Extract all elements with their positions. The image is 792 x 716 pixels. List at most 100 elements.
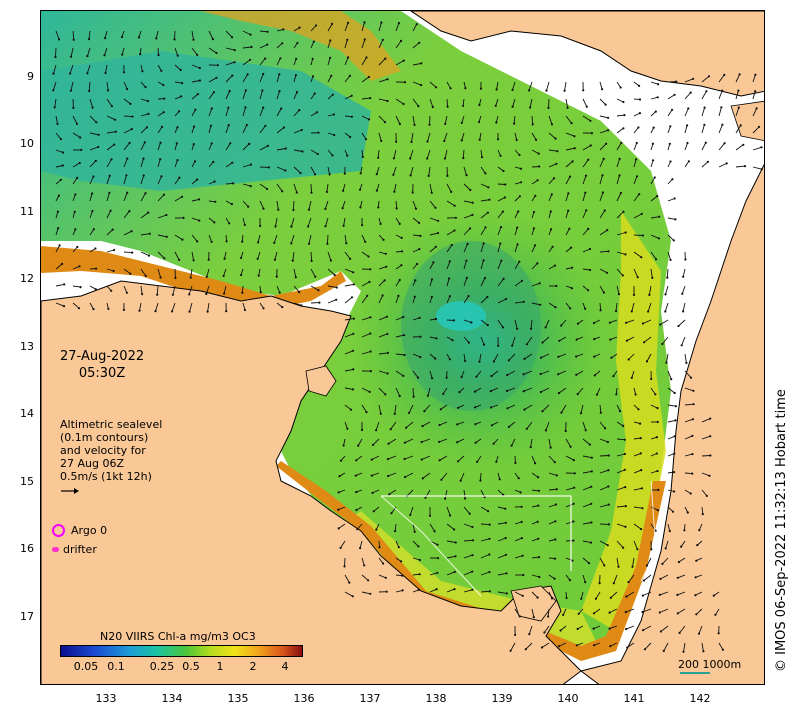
- velocity-arrow-head: [570, 287, 574, 290]
- velocity-arrow: [55, 245, 60, 253]
- velocity-arrow: [395, 279, 401, 287]
- velocity-arrow-head: [573, 486, 576, 489]
- velocity-arrow-head: [403, 81, 407, 84]
- velocity-arrow-head: [413, 295, 416, 298]
- velocity-arrow-head: [57, 194, 60, 197]
- drifter-icon: [52, 547, 59, 552]
- legend-argo: Argo 0: [52, 524, 107, 537]
- velocity-arrow: [495, 115, 499, 123]
- velocity-arrow: [565, 302, 571, 309]
- velocity-arrow-head: [61, 164, 64, 167]
- velocity-arrow-head: [444, 122, 447, 125]
- velocity-arrow: [565, 521, 574, 525]
- velocity-arrow: [371, 455, 380, 461]
- velocity-arrow: [664, 302, 669, 312]
- velocity-arrow: [610, 642, 618, 647]
- velocity-arrow-head: [410, 140, 413, 143]
- velocity-arrow: [344, 115, 352, 118]
- velocity-arrow-head: [495, 88, 498, 91]
- velocity-arrow: [662, 336, 669, 345]
- velocity-arrow: [191, 179, 198, 185]
- north-orange: [201, 11, 401, 81]
- velocity-arrow: [701, 455, 711, 457]
- velocity-arrow: [344, 368, 354, 372]
- velocity-arrow: [616, 404, 621, 412]
- velocity-arrow-head: [537, 504, 540, 507]
- velocity-arrow: [463, 554, 473, 559]
- velocity-arrow-head: [142, 174, 145, 177]
- velocity-arrow: [276, 127, 285, 134]
- velocity-arrow-head: [198, 79, 201, 82]
- velocity-arrow: [310, 268, 316, 277]
- velocity-arrow-head: [378, 546, 381, 549]
- velocity-arrow-head: [387, 442, 390, 445]
- velocity-arrow-head: [457, 406, 460, 409]
- velocity-arrow-head: [554, 503, 558, 506]
- velocity-arrow: [625, 625, 635, 630]
- velocity-arrow-head: [522, 390, 525, 393]
- velocity-arrow-head: [626, 646, 629, 649]
- velocity-arrow-head: [507, 359, 510, 362]
- velocity-arrow: [242, 46, 252, 49]
- velocity-arrow-head: [404, 475, 407, 479]
- velocity-arrow: [88, 30, 91, 40]
- velocity-arrow: [548, 455, 556, 463]
- velocity-arrow-head: [558, 339, 561, 342]
- velocity-arrow-head: [86, 72, 89, 75]
- velocity-arrow: [701, 506, 704, 515]
- velocity-arrow: [599, 504, 609, 508]
- velocity-arrow: [701, 107, 706, 117]
- velocity-arrow: [480, 506, 489, 512]
- velocity-arrow-head: [63, 283, 66, 286]
- velocity-arrow-head: [653, 176, 656, 179]
- velocity-arrow-head: [390, 512, 393, 515]
- velocity-arrow: [480, 319, 489, 326]
- velocity-arrow: [259, 30, 268, 33]
- velocity-arrow: [326, 234, 329, 244]
- velocity-arrow-head: [460, 121, 463, 124]
- velocity-arrow-head: [705, 494, 708, 497]
- velocity-arrow-head: [473, 390, 477, 393]
- velocity-arrow-head: [656, 509, 660, 512]
- velocity-arrow: [599, 469, 609, 474]
- velocity-arrow-head: [159, 158, 162, 161]
- velocity-arrow: [463, 214, 473, 219]
- velocity-arrow: [718, 74, 725, 83]
- velocity-arrow-head: [171, 293, 174, 296]
- velocity-arrow-head: [352, 283, 355, 286]
- velocity-arrow-head: [460, 375, 463, 379]
- velocity-arrow-head: [315, 111, 319, 114]
- velocity-arrow: [412, 353, 421, 358]
- velocity-arrow-head: [692, 389, 695, 392]
- velocity-arrow: [718, 162, 727, 168]
- velocity-arrow-head: [342, 189, 345, 192]
- altimetry-line-5: 0.5m/s (1kt 12h): [60, 470, 152, 483]
- velocity-arrow-head: [369, 97, 372, 100]
- map-frame[interactable]: [40, 10, 765, 685]
- velocity-arrow-head: [350, 94, 353, 97]
- velocity-arrow: [665, 285, 669, 295]
- velocity-arrow: [511, 438, 516, 446]
- velocity-arrow-head: [588, 443, 592, 446]
- velocity-arrow: [242, 90, 247, 100]
- velocity-arrow-head: [482, 242, 485, 245]
- velocity-arrow-head: [668, 530, 671, 533]
- velocity-arrow-head: [617, 293, 621, 296]
- velocity-arrow-head: [707, 75, 711, 78]
- velocity-arrow: [106, 249, 115, 253]
- velocity-arrow-head: [445, 376, 448, 379]
- velocity-arrow: [599, 285, 605, 293]
- velocity-arrow-head: [182, 216, 185, 219]
- velocity-arrow: [662, 557, 669, 565]
- velocity-arrow-head: [290, 225, 293, 228]
- velocity-arrow: [361, 316, 371, 321]
- velocity-arrow: [140, 81, 146, 88]
- velocity-arrow: [718, 142, 725, 151]
- velocity-arrow: [378, 251, 386, 255]
- velocity-arrow-head: [555, 284, 558, 288]
- velocity-arrow-head: [495, 460, 498, 463]
- velocity-arrow: [463, 183, 471, 191]
- velocity-arrow-head: [335, 286, 338, 289]
- velocity-arrow: [327, 268, 336, 276]
- velocity-arrow-head: [279, 57, 282, 60]
